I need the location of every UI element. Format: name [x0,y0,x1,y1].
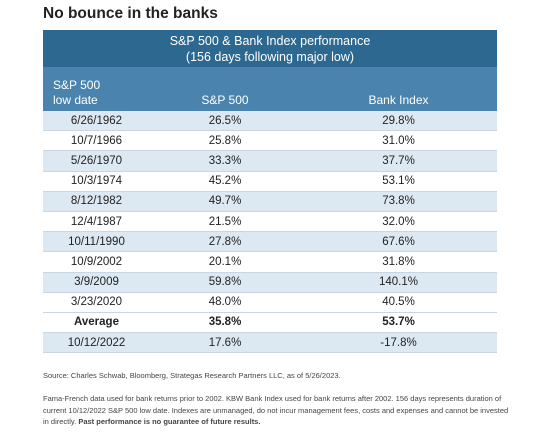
table-cell: 40.5% [300,292,497,313]
table-row: 10/7/1966 25.8% 31.0% [43,130,497,152]
table-cell: 33.3% [150,150,300,172]
table-row: 6/26/1962 26.5% 29.8% [43,111,497,132]
column-header-line: S&P 500 [201,93,249,107]
table-row: 10/12/2022 17.6% -17.8% [43,332,497,354]
table-cell: 20.1% [150,251,300,273]
table-cell: -17.8% [300,332,497,354]
footnote-text: Fama-French data used for bank returns p… [43,394,509,426]
column-header-line: low date [53,93,98,107]
table-cell: 10/7/1966 [43,130,150,152]
table-cell: 8/12/1982 [43,191,150,212]
table-cell: 48.0% [150,292,300,313]
table-cell: 29.8% [300,111,497,132]
table-title-line: S&P 500 & Bank Index performance [169,33,371,48]
table-cell: 17.6% [150,332,300,354]
table-cell: 31.0% [300,130,497,152]
table-cell: 67.6% [300,231,497,253]
table-cell: 73.8% [300,191,497,212]
table-row: 12/4/1987 21.5% 32.0% [43,211,497,233]
table-cell: Average [43,312,150,334]
table-row: 3/9/2009 59.8% 140.1% [43,272,497,293]
table-cell: 5/26/1970 [43,150,150,172]
table-cell: 10/3/1974 [43,171,150,192]
page-title: No bounce in the banks [43,5,218,22]
table-cell: 3/23/2020 [43,292,150,313]
table-cell: 6/26/1962 [43,111,150,132]
table-row: 10/9/2002 20.1% 31.8% [43,251,497,273]
table-cell: 53.7% [300,312,497,334]
table-cell: 32.0% [300,211,497,233]
table-row: 10/11/1990 27.8% 67.6% [43,231,497,253]
table-title-line: (156 days following major low) [185,49,355,64]
column-header-line: S&P 500 [53,78,101,92]
table-cell: 49.7% [150,191,300,212]
source-note: Source: Charles Schwab, Bloomberg, Strat… [43,371,341,380]
disclaimer: Past performance is no guarantee of futu… [78,417,261,426]
table-cell: 10/12/2022 [43,332,150,354]
table-cell: 25.8% [150,130,300,152]
table-cell: 35.8% [150,312,300,334]
footnote: Fama-French data used for bank returns p… [43,393,513,428]
table-cell: 12/4/1987 [43,211,150,233]
column-header: S&P 500 low date [43,67,150,111]
table-row: Average 35.8% 53.7% [43,312,497,334]
table-cell: 3/9/2009 [43,272,150,293]
table-cell: 21.5% [150,211,300,233]
table-row: 5/26/1970 33.3% 37.7% [43,150,497,172]
table-cell: 37.7% [300,150,497,172]
table-title: S&P 500 & Bank Index performance (156 da… [43,30,497,67]
table-cell: 53.1% [300,171,497,192]
table-cell: 140.1% [300,272,497,293]
column-header: Bank Index [300,67,497,111]
table-row: 8/12/1982 49.7% 73.8% [43,191,497,212]
table-row: 3/23/2020 48.0% 40.5% [43,292,497,313]
table-cell: 45.2% [150,171,300,192]
table-cell: 26.5% [150,111,300,132]
table-row: 10/3/1974 45.2% 53.1% [43,171,497,192]
table-cell: 10/9/2002 [43,251,150,273]
column-header-line: Bank Index [368,93,429,107]
column-header: S&P 500 [150,67,300,111]
table-cell: 10/11/1990 [43,231,150,253]
table-cell: 27.8% [150,231,300,253]
table-cell: 59.8% [150,272,300,293]
performance-table: S&P 500 & Bank Index performance (156 da… [43,30,497,354]
table-cell: 31.8% [300,251,497,273]
